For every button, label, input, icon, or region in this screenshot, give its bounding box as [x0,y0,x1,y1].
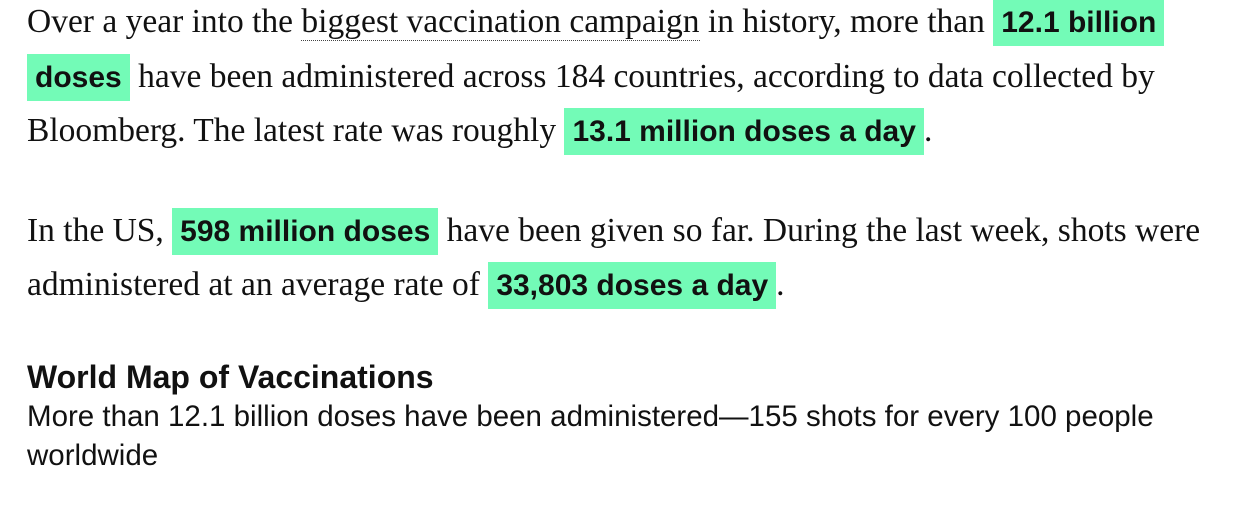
text-segment: In the US, [27,211,173,249]
vaccination-campaign-link[interactable]: biggest vaccination campaign [301,3,700,41]
text-segment: have been administered across 184 countr… [27,57,1155,150]
paragraph-us-doses: In the US, 598 million doses have been g… [27,204,1207,313]
text-segment: have been given so far. During the last … [27,211,1201,304]
article-body: Over a year into the biggest vaccination… [27,0,1207,472]
map-section-title: World Map of Vaccinations [27,358,434,395]
highlight-us-daily-rate: 33,803 doses a day [488,262,777,309]
paragraph-global-doses: Over a year into the biggest vaccination… [27,0,1207,159]
highlight-us-doses: 598 million doses [172,207,439,255]
map-section-subtitle: More than 12.1 billion doses have been a… [27,399,1154,472]
text-segment: Over a year into the [27,3,302,40]
highlight-daily-rate: 13.1 million doses a day [564,108,924,155]
text-segment: in history, more than [699,3,994,40]
text-segment: . [923,112,933,149]
text-segment: . [776,266,785,303]
